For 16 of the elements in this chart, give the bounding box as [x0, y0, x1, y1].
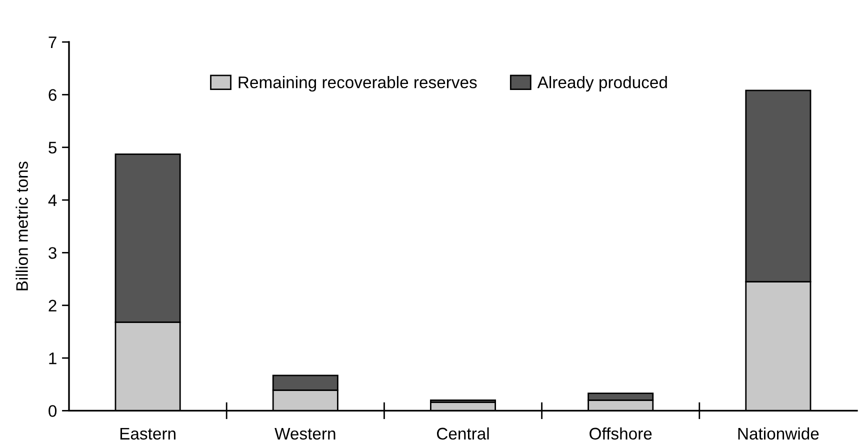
y-tick-label: 7 [48, 36, 56, 48]
y-tick-label: 5 [48, 142, 56, 154]
x-tick-label: Offshore [590, 427, 652, 440]
y-tick-label: 6 [48, 89, 56, 101]
x-tick-label: Central [436, 427, 489, 440]
y-tick-label: 2 [48, 300, 56, 312]
legend-label: Already produced [537, 76, 667, 92]
y-axis-title: Billion metric tons [16, 162, 28, 290]
x-tick-label: Nationwide [738, 427, 819, 440]
x-tick-label: Western [274, 428, 336, 440]
y-tick-label: 4 [48, 194, 57, 206]
y-tick-label: 1 [49, 352, 56, 364]
y-tick-label: 3 [48, 247, 56, 259]
x-tick-label: Eastern [120, 428, 176, 440]
legend-label: Remaining recoverable reserves [238, 76, 477, 92]
y-tick-label: 0 [48, 405, 57, 417]
